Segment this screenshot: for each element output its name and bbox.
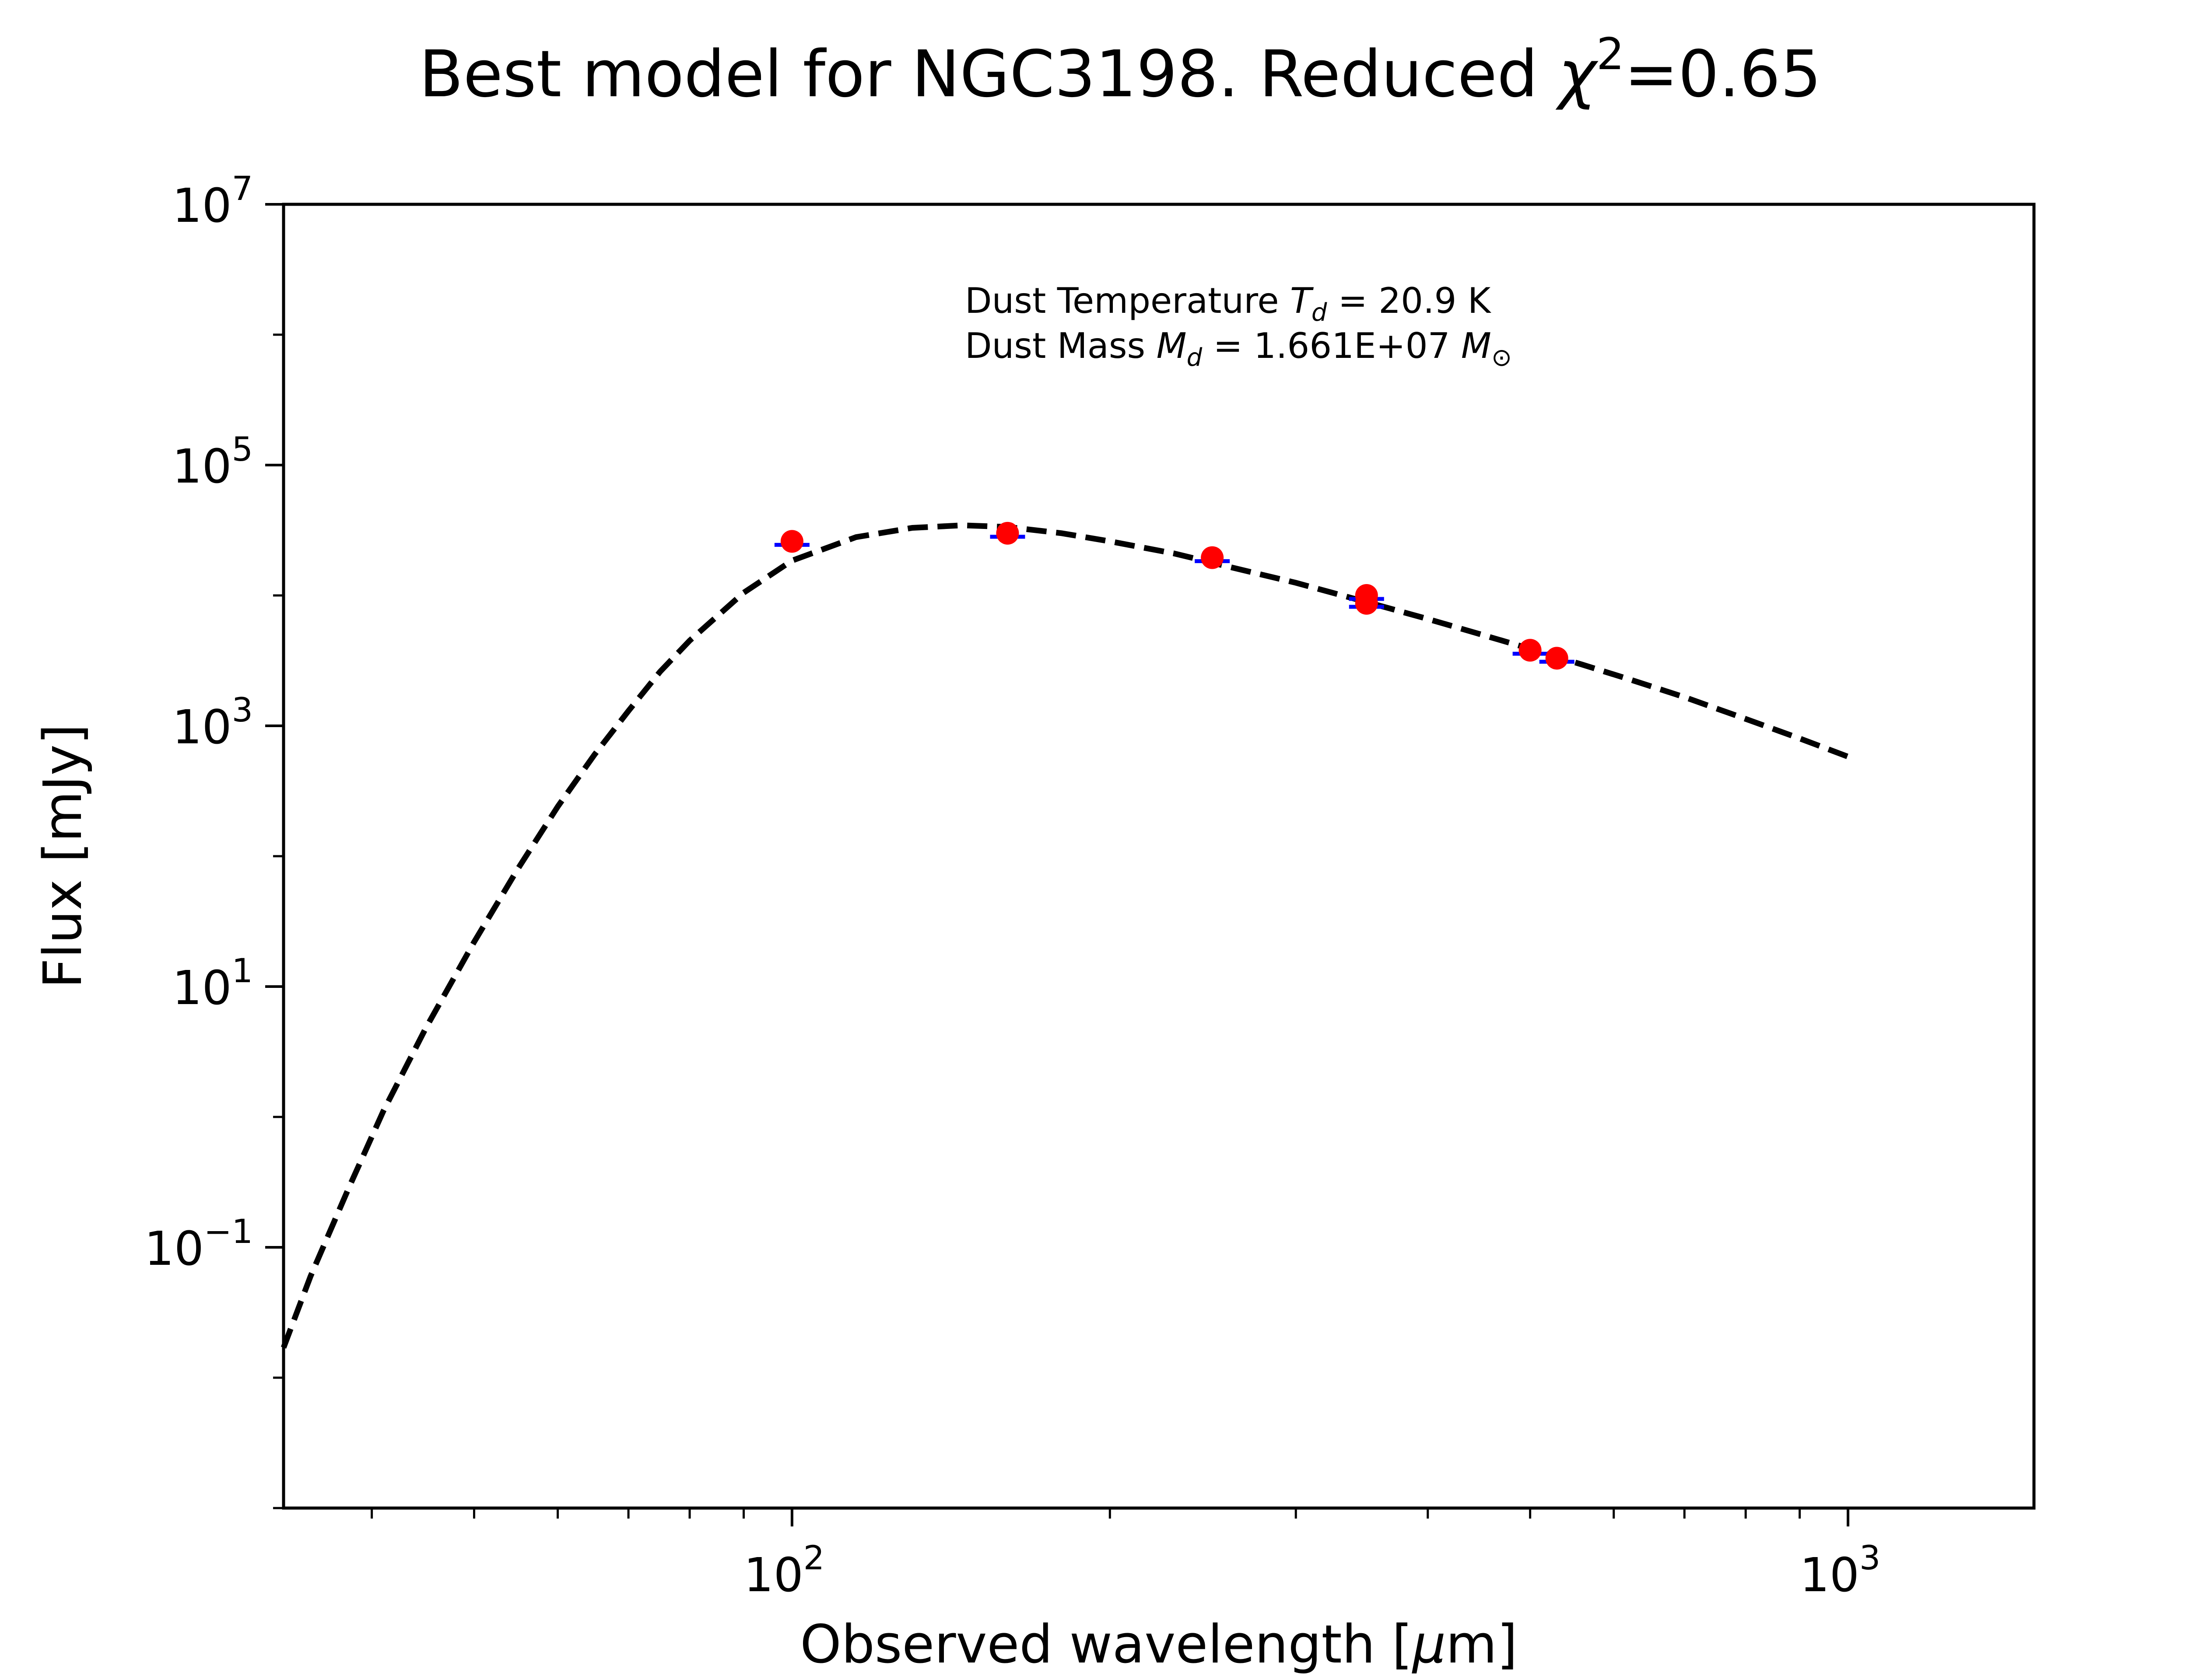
x-tick-label: 103 [1800, 1538, 1881, 1603]
data-point [780, 530, 803, 553]
chart-title: Best model for NGC3198. Reduced χ2=0.65 [419, 28, 1821, 112]
plot-area [284, 204, 2034, 1508]
y-axis-label: Flux [mJy] [33, 724, 94, 989]
mass-symbol: M [1157, 326, 1187, 366]
y-tick-label: 10−1 [144, 1212, 253, 1276]
xlabel-mu: μ [1412, 1614, 1446, 1675]
data-point [1545, 647, 1568, 670]
major-ticks [265, 203, 1850, 1526]
title-prefix: Best model for NGC3198. Reduced [419, 37, 1558, 112]
y-tick-label: 101 [172, 951, 253, 1015]
y-tick-label: 103 [172, 690, 253, 755]
temp-prefix: Dust Temperature [965, 280, 1290, 321]
xlabel-suffix: m] [1446, 1614, 1518, 1675]
title-suffix: =0.65 [1624, 37, 1821, 112]
data-point [996, 522, 1019, 545]
temp-value: = 20.9 K [1327, 280, 1491, 321]
tick-labels: 102 103 10−1 101 103 105 107 [144, 169, 1881, 1603]
dust-mass-annotation: Dust Mass Md = 1.661E+07 M⊙ [965, 326, 1512, 372]
mass-subscript: d [1187, 343, 1203, 372]
mass-value: = 1.661E+07 [1202, 326, 1461, 366]
data-point [1355, 592, 1378, 615]
temp-subscript: d [1311, 298, 1327, 327]
y-tick-label: 107 [172, 169, 253, 233]
data-point [1518, 639, 1542, 662]
points-layer [774, 522, 1574, 670]
temp-symbol: T [1290, 280, 1314, 321]
axes-frame [282, 203, 2036, 1510]
mass-unit-subscript: ⊙ [1491, 343, 1512, 372]
y-tick-label: 105 [172, 430, 253, 494]
mass-prefix: Dust Mass [965, 326, 1157, 366]
data-point [1201, 546, 1224, 569]
mass-unit-symbol: M [1461, 326, 1491, 366]
dust-temperature-annotation: Dust Temperature Td = 20.9 K [965, 280, 1492, 327]
title-chi-exp: 2 [1596, 28, 1624, 80]
title-chi: χ [1555, 37, 1599, 112]
x-tick-label: 102 [744, 1538, 825, 1603]
x-axis-label: Observed wavelength [μm] [800, 1614, 1518, 1675]
xlabel-prefix: Observed wavelength [ [800, 1614, 1412, 1675]
minor-ticks [273, 333, 1801, 1519]
